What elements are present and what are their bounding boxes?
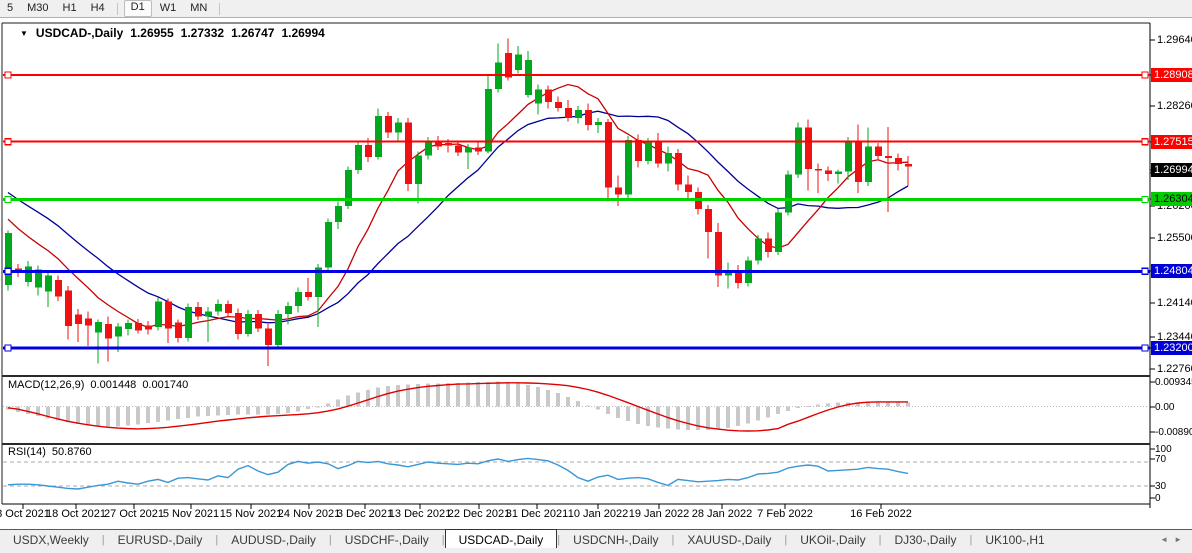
tab-dj30-daily[interactable]: DJ30-,Daily xyxy=(894,532,957,547)
tab-separator: | xyxy=(557,533,561,546)
tab-separator: | xyxy=(969,533,973,546)
date-tick-label: 16 Feb 2022 xyxy=(850,508,912,520)
date-tick-label: 3 Dec 2021 xyxy=(336,508,394,520)
date-tick-label: 5 Nov 2021 xyxy=(162,508,220,520)
horizontal-line-1.27515[interactable] xyxy=(3,137,1150,146)
horizontal-line-1.28908[interactable] xyxy=(3,71,1150,79)
date-tick-label: 18 Oct 2021 xyxy=(46,508,106,520)
macd-value-signal: 0.001740 xyxy=(142,379,189,391)
chart-symbol-label: USDCAD-,Daily xyxy=(35,26,124,40)
tab-separator: | xyxy=(441,533,445,546)
tab-audusd-daily[interactable]: AUDUSD-,Daily xyxy=(231,532,316,547)
macd-value-hist: 0.001448 xyxy=(90,379,137,391)
macd-scale-label: 0.009345 xyxy=(1155,377,1192,388)
ma-slow-line xyxy=(7,110,909,324)
timeframe-button-mn[interactable]: MN xyxy=(190,2,208,14)
price-badge-support-2: 1.23200 xyxy=(1151,341,1192,355)
date-tick-label: 28 Jan 2022 xyxy=(691,508,753,520)
tab-separator: | xyxy=(878,533,882,546)
price-tick-label: 1.23440 xyxy=(1157,331,1192,343)
price-badge-resistance-1: 1.28908 xyxy=(1151,68,1192,82)
chart-frame xyxy=(1,22,1151,508)
date-tick-label: 10 Jan 2022 xyxy=(567,508,629,520)
timeframe-button-5[interactable]: 5 xyxy=(7,2,14,14)
symbol-tabbar: USDX,Weekly | EURUSD-,Daily | AUDUSD-,Daily |… xyxy=(0,529,1192,549)
tab-usdx-weekly[interactable]: USDX,Weekly xyxy=(13,532,89,547)
date-tick-label: 27 Oct 2021 xyxy=(104,508,164,520)
date-tick-label: 7 Feb 2022 xyxy=(757,508,813,520)
ohlc-high: 1.27332 xyxy=(180,26,225,40)
tab-scroll-nav: ◄ ► xyxy=(1160,530,1192,549)
chart-dropdown-icon[interactable]: ▼ xyxy=(20,29,28,38)
macd-scale-label: -0.008902 xyxy=(1155,427,1192,438)
rsi-label: RSI(14) 50.8760 xyxy=(8,446,92,458)
tab-xauusd-daily[interactable]: XAUUSD-,Daily xyxy=(687,532,772,547)
timeframe-button-h4[interactable]: H4 xyxy=(90,2,105,14)
timeframe-button-h1[interactable]: H1 xyxy=(62,2,77,14)
macd-signal-line xyxy=(7,382,908,432)
timeframe-button-m30[interactable]: M30 xyxy=(27,2,49,14)
price-tick-label: 1.22760 xyxy=(1157,363,1192,375)
rsi-level-lines xyxy=(3,461,1149,487)
statusbar-strip xyxy=(0,548,1192,553)
date-tick-label: 19 Jan 2022 xyxy=(628,508,690,520)
rsi-value: 50.8760 xyxy=(51,446,92,458)
ohlc-open: 1.26955 xyxy=(130,26,174,40)
rsi-line xyxy=(7,457,909,490)
tab-scroll-right-icon[interactable]: ► xyxy=(1174,535,1182,544)
horizontal-line-1.26304[interactable] xyxy=(3,195,1150,204)
price-badge-pivot: 1.26304 xyxy=(1151,192,1192,206)
rsi-scale-label: 0 xyxy=(1155,493,1161,504)
tab-separator: | xyxy=(101,533,105,546)
horizontal-line-1.232[interactable] xyxy=(3,344,1150,352)
timeframe-button-d1[interactable]: D1 xyxy=(123,0,152,17)
tab-usdchf-daily[interactable]: USDCHF-,Daily xyxy=(344,532,429,547)
toolbar-separator xyxy=(219,2,221,15)
date-tick-label: 13 Dec 2021 xyxy=(388,508,452,520)
date-tick-label: 31 Dec 2021 xyxy=(505,508,569,520)
tab-separator: | xyxy=(784,533,788,546)
price-badge-support-1: 1.24804 xyxy=(1151,264,1192,278)
ohlc-close: 1.26994 xyxy=(281,26,325,40)
tab-eurusd-daily[interactable]: EURUSD-,Daily xyxy=(117,532,203,547)
macd-scale-label: 0.00 xyxy=(1155,402,1175,413)
price-tick-label: 1.25500 xyxy=(1157,232,1192,244)
macd-label: MACD(12,26,9) 0.001448 0.001740 xyxy=(8,379,188,391)
price-badge-current-price: 1.26994 xyxy=(1151,163,1192,177)
timeframe-toolbar: 5 M30 H1 H4 D1 W1 MN xyxy=(0,0,1192,18)
date-tick-label: 22 Dec 2021 xyxy=(447,508,511,520)
tab-ukoil-daily[interactable]: UKOil-,Daily xyxy=(800,532,866,547)
price-tick-label: 1.29640 xyxy=(1157,34,1192,46)
macd-name: MACD(12,26,9) xyxy=(8,379,85,391)
timeframe-button-w1[interactable]: W1 xyxy=(159,2,177,14)
tab-uk100-h1[interactable]: UK100-,H1 xyxy=(985,532,1045,547)
toolbar-separator xyxy=(116,2,118,15)
rsi-scale-label: 70 xyxy=(1155,454,1167,465)
tab-usdcad-daily[interactable]: USDCAD-,Daily xyxy=(444,529,558,549)
tab-usdcnh-daily[interactable]: USDCNH-,Daily xyxy=(573,532,659,547)
chart-title: ▼ USDCAD-,Daily 1.26955 1.27332 1.26747 1.269… xyxy=(20,26,325,40)
tab-scroll-left-icon[interactable]: ◄ xyxy=(1160,535,1169,544)
price-tick-label: 1.24140 xyxy=(1157,297,1192,309)
rsi-scale-label: 100 xyxy=(1155,444,1172,455)
tab-separator: | xyxy=(328,533,332,546)
tab-separator: | xyxy=(671,533,675,546)
date-tick-label: 8 Oct 2021 xyxy=(0,508,50,520)
date-tick-label: 24 Nov 2021 xyxy=(277,508,341,520)
tab-separator: | xyxy=(215,533,219,546)
rsi-scale-label: 30 xyxy=(1155,481,1167,492)
candles-layer[interactable] xyxy=(5,38,912,367)
ohlc-low: 1.26747 xyxy=(231,26,275,40)
horizontal-line-1.24804[interactable] xyxy=(3,267,1150,275)
date-tick-label: 15 Nov 2021 xyxy=(219,508,283,520)
price-badge-resistance-2: 1.27515 xyxy=(1151,135,1192,149)
price-tick-label: 1.28260 xyxy=(1157,100,1192,112)
rsi-name: RSI(14) xyxy=(8,446,46,458)
